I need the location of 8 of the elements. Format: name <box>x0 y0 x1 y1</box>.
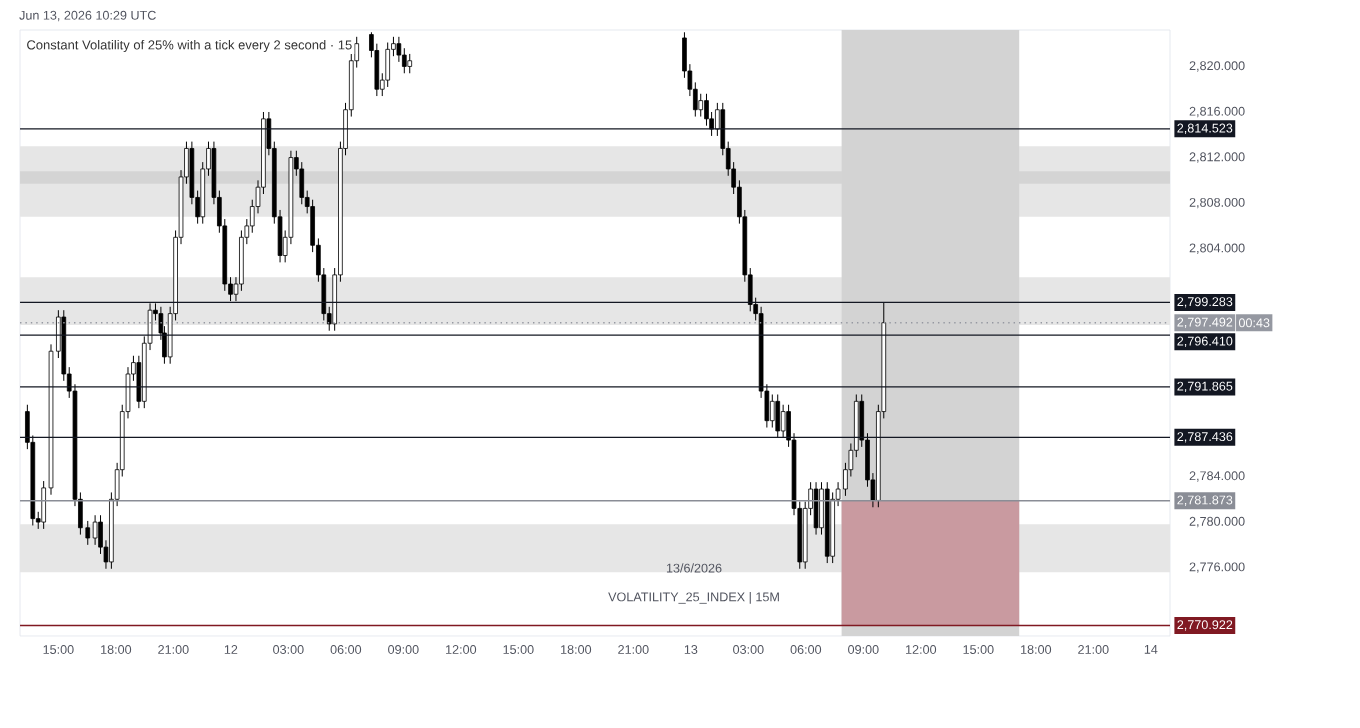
candlestick <box>407 53 413 74</box>
candlestick <box>775 393 781 439</box>
candlestick <box>385 42 391 88</box>
candlestick <box>92 514 98 546</box>
candlestick <box>780 404 786 439</box>
candlestick <box>813 481 819 536</box>
candlestick <box>769 393 775 429</box>
candlestick <box>698 93 704 118</box>
